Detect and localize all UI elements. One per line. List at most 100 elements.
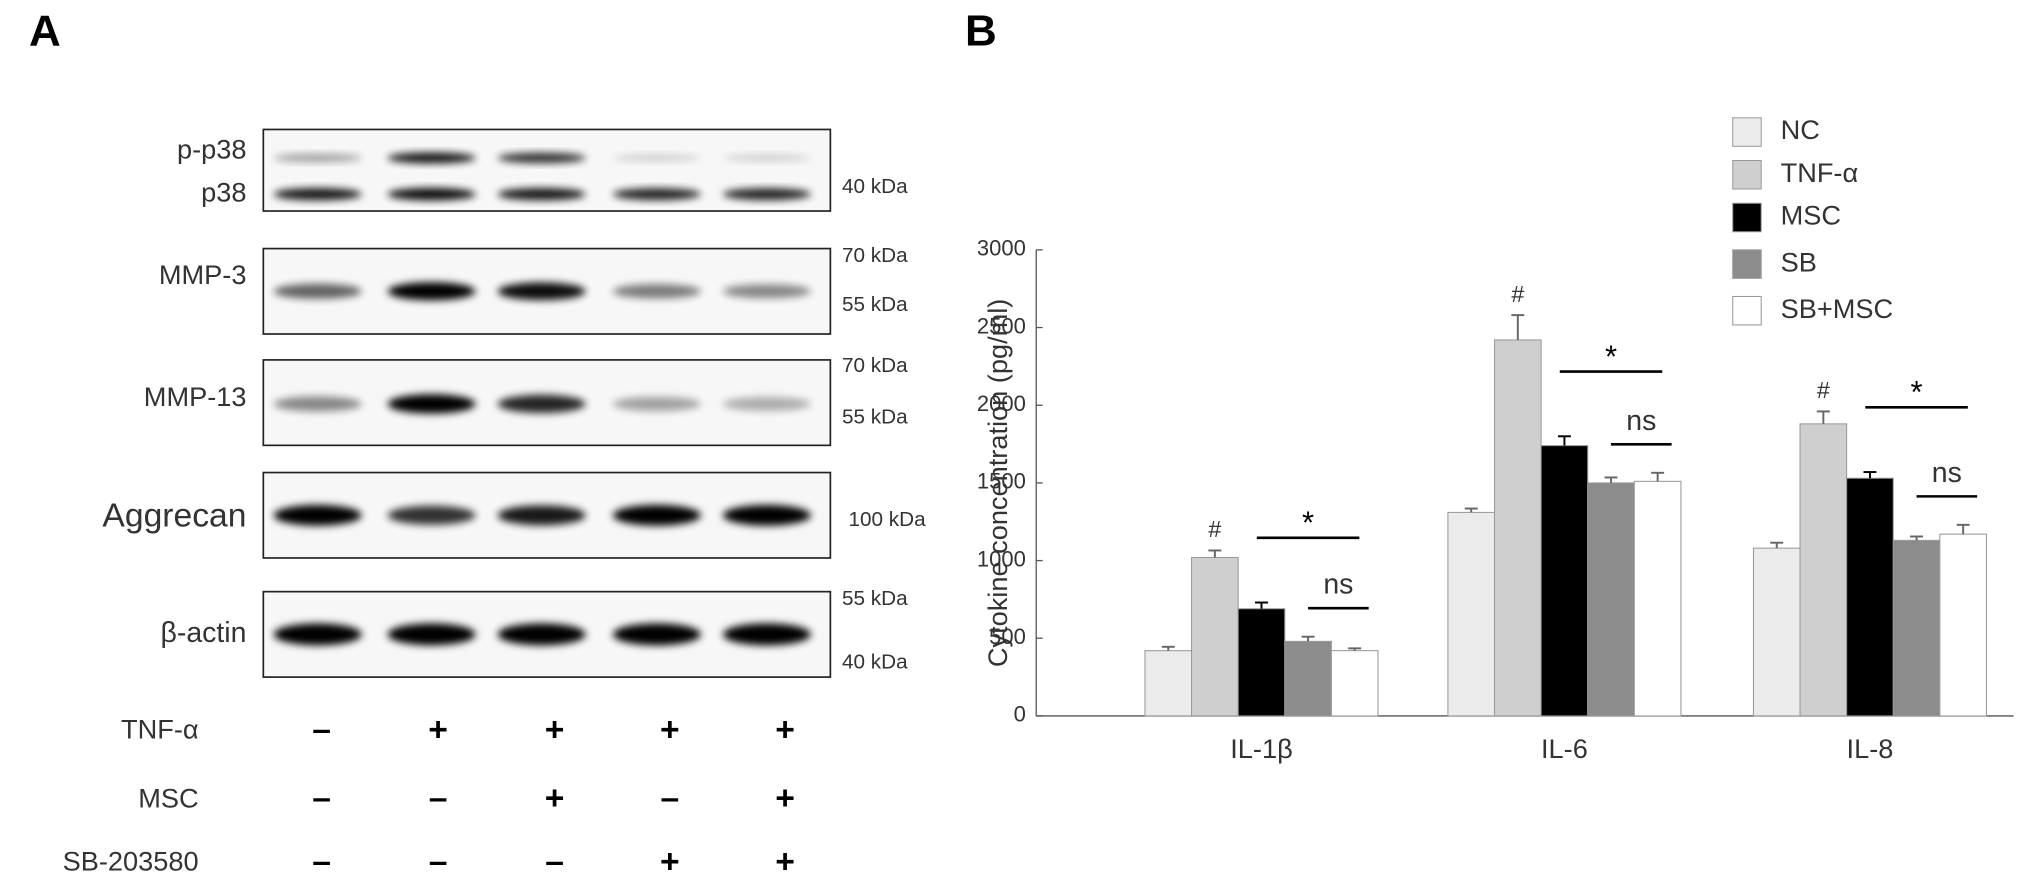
blot-label: Aggrecan — [102, 498, 246, 535]
treatment-sign: – — [429, 780, 448, 817]
blot-band — [273, 396, 362, 412]
blot-band — [612, 188, 701, 201]
blot-band — [387, 152, 476, 164]
x-tick-label: IL-6 — [1541, 733, 1588, 764]
y-tick-label: 3000 — [977, 236, 1026, 261]
treatment-sign: + — [545, 711, 565, 748]
bar — [1540, 445, 1589, 717]
blot-band — [497, 623, 586, 646]
blot-label: p38 — [201, 176, 246, 207]
blot-band — [273, 187, 362, 201]
blot-band — [722, 396, 811, 411]
bar — [1447, 511, 1496, 717]
blot-band — [612, 284, 701, 299]
blot-label: MMP-13 — [144, 381, 247, 412]
bar — [1633, 480, 1682, 717]
legend-swatch — [1732, 117, 1762, 147]
panel-label: A — [29, 6, 61, 55]
bar — [1892, 539, 1941, 717]
blot-band — [612, 623, 701, 646]
legend-swatch — [1732, 160, 1762, 190]
significance-star: * — [1605, 339, 1617, 374]
treatment-sign: + — [545, 780, 565, 817]
treatment-sign: + — [775, 843, 795, 880]
size-marker: 55 kDa — [842, 406, 908, 429]
blot-band — [387, 623, 476, 646]
bar — [1144, 650, 1193, 717]
size-marker: 55 kDa — [842, 587, 908, 610]
blot-band — [722, 504, 811, 526]
size-marker: 70 kDa — [842, 244, 908, 267]
y-tick-label: 500 — [989, 624, 1026, 649]
size-marker: 70 kDa — [842, 354, 908, 377]
legend-swatch — [1732, 249, 1762, 279]
size-marker: 40 kDa — [842, 175, 908, 198]
significance-hash: # — [1817, 377, 1830, 403]
blot-band — [722, 154, 811, 162]
bar — [1939, 533, 1987, 717]
legend-label: MSC — [1781, 200, 1841, 231]
bar — [1799, 423, 1848, 717]
significance-hash: # — [1511, 281, 1524, 307]
significance-star: * — [1911, 375, 1923, 410]
size-marker: 40 kDa — [842, 650, 908, 673]
treatment-sign: – — [660, 780, 679, 817]
blot-band — [722, 188, 811, 201]
bar — [1587, 482, 1635, 717]
treatment-sign: + — [775, 780, 795, 817]
blot-band — [273, 504, 362, 526]
bar — [1846, 477, 1894, 717]
blot-band — [612, 396, 701, 412]
significance-hash: # — [1208, 516, 1221, 542]
treatment-sign: – — [312, 711, 331, 748]
treatment-sign: – — [429, 843, 448, 880]
blot-band — [722, 284, 811, 299]
panel-label: B — [965, 6, 997, 55]
legend-label: NC — [1781, 114, 1820, 145]
blot-band — [497, 505, 586, 526]
blot-band — [722, 623, 811, 646]
blot-band — [387, 394, 476, 414]
blot-band — [273, 623, 362, 646]
blot-band — [612, 504, 701, 526]
treatment-sign: + — [660, 843, 680, 880]
legend-label: SB+MSC — [1781, 293, 1894, 324]
blot-band — [497, 187, 586, 201]
bar — [1237, 608, 1286, 717]
y-tick-label: 2500 — [977, 313, 1026, 338]
bar — [1191, 556, 1239, 717]
size-marker: 55 kDa — [842, 293, 908, 316]
blot-band — [387, 282, 476, 301]
y-tick-label: 1000 — [977, 546, 1026, 571]
legend-label: TNF-α — [1781, 157, 1859, 188]
blot-label: p-p38 — [177, 134, 246, 165]
y-axis-title: Cytokine concentration (pg/ml) — [982, 299, 1013, 668]
treatment-sign: + — [775, 711, 795, 748]
significance-star: * — [1302, 505, 1314, 540]
blot-band — [497, 282, 586, 301]
blot-band — [497, 152, 586, 164]
legend-swatch — [1732, 202, 1762, 233]
significance-ns: ns — [1932, 457, 1962, 489]
size-marker: 100 kDa — [848, 508, 926, 531]
treatment-label: MSC — [138, 782, 198, 813]
y-tick-label: 2000 — [977, 391, 1026, 416]
legend-label: SB — [1781, 246, 1817, 277]
treatment-sign: – — [545, 843, 564, 880]
blot-label: β-actin — [160, 617, 246, 649]
treatment-sign: + — [660, 711, 680, 748]
y-tick-label: 0 — [1014, 702, 1026, 727]
blot-band — [387, 187, 476, 201]
blot-label: MMP-3 — [159, 259, 247, 290]
treatment-label: SB-203580 — [63, 846, 199, 877]
treatment-sign: – — [312, 843, 331, 880]
bar — [1330, 650, 1379, 717]
blot-band — [387, 505, 476, 525]
blot-band — [612, 154, 701, 162]
x-tick-label: IL-8 — [1847, 733, 1894, 764]
blot-band — [273, 283, 362, 299]
significance-ns: ns — [1626, 405, 1656, 437]
treatment-sign: + — [428, 711, 448, 748]
blot-band — [273, 153, 362, 163]
